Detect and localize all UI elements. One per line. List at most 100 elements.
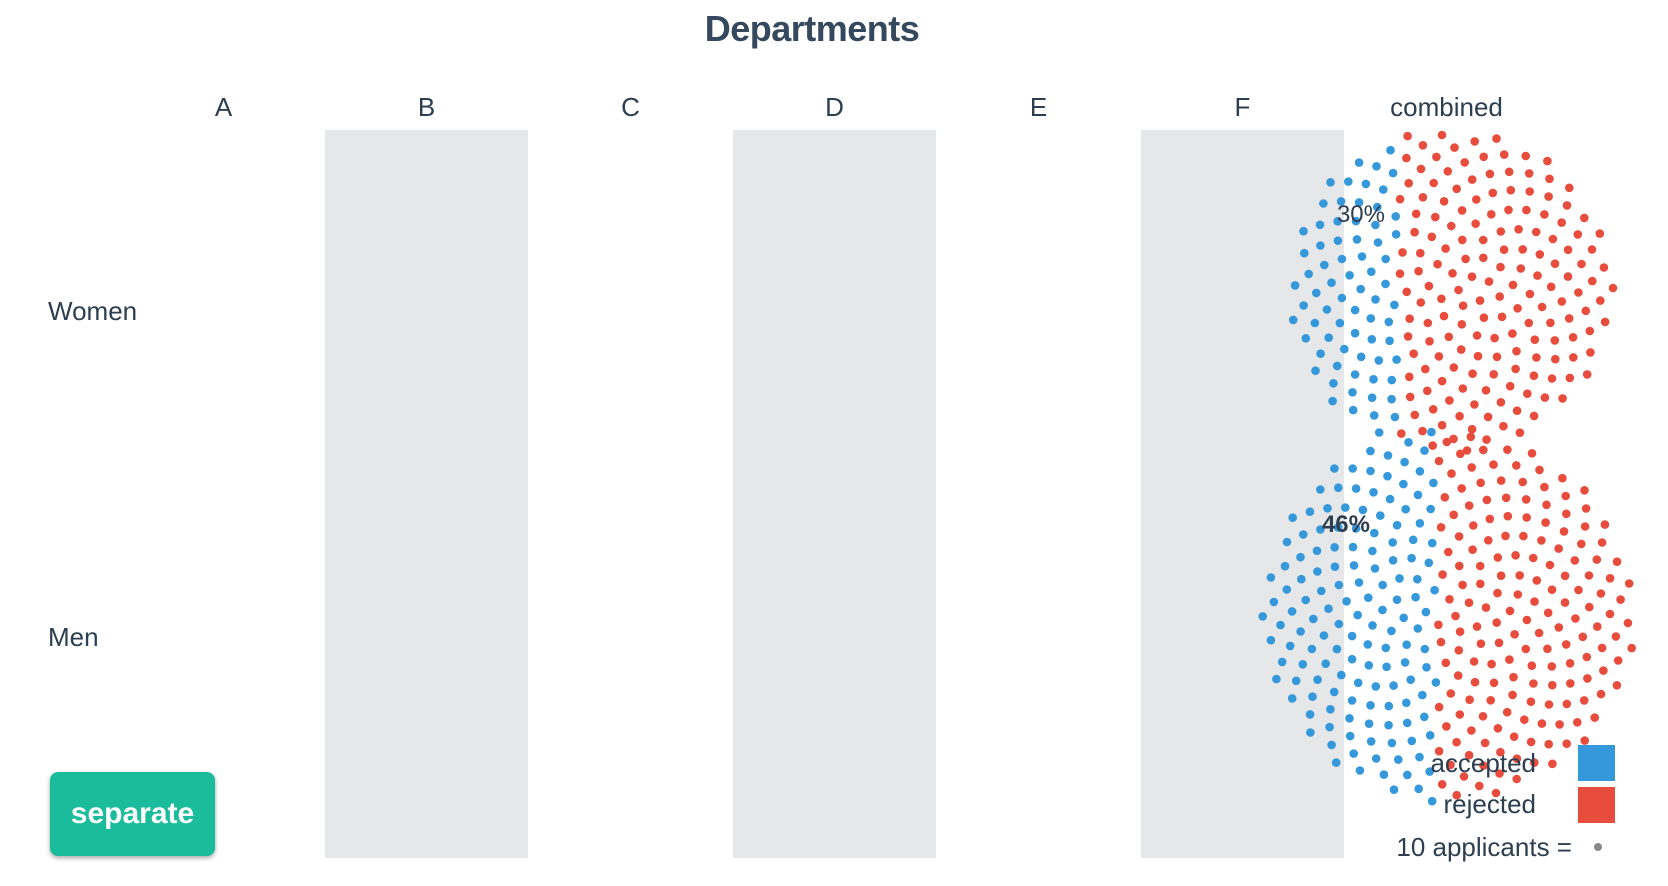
- women-accepted-dot: [1371, 295, 1380, 304]
- men-rejected-dot: [1469, 521, 1478, 530]
- men-accepted-dot: [1329, 687, 1339, 697]
- men-accepted-dot: [1369, 488, 1378, 497]
- women-rejected-dot: [1437, 130, 1447, 140]
- women-accepted-dot: [1337, 293, 1347, 303]
- men-rejected-dot: [1566, 679, 1575, 688]
- women-rejected-dot: [1405, 392, 1415, 402]
- men-accepted-dot: [1413, 624, 1423, 633]
- women-rejected-dot: [1547, 374, 1557, 383]
- men-accepted-dot: [1384, 720, 1393, 730]
- women-accepted-dot: [1350, 370, 1360, 379]
- women-rejected-dot: [1562, 201, 1572, 210]
- men-rejected-dot: [1479, 445, 1488, 455]
- men-rejected-dot: [1541, 518, 1550, 527]
- women-rejected-dot: [1563, 272, 1573, 281]
- women-rejected-dot: [1484, 277, 1494, 286]
- men-accepted-dot: [1330, 464, 1339, 473]
- men-accepted-dot: [1392, 520, 1402, 530]
- men-rejected-dot: [1526, 737, 1536, 747]
- men-accepted-dot: [1347, 654, 1357, 664]
- women-rejected-dot: [1588, 276, 1597, 286]
- women-rejected-dot: [1421, 364, 1430, 374]
- men-accepted-dot: [1306, 728, 1315, 737]
- men-accepted-dot: [1382, 662, 1391, 672]
- women-rejected-dot: [1449, 363, 1459, 372]
- men-accepted-dot: [1415, 752, 1424, 762]
- men-accepted-dot: [1363, 640, 1373, 649]
- women-rejected-dot: [1512, 346, 1521, 356]
- men-accepted-dot: [1321, 659, 1330, 668]
- women-accepted-dot: [1391, 230, 1401, 239]
- women-rejected-dot: [1496, 227, 1506, 236]
- men-rejected-dot: [1501, 493, 1511, 503]
- women-rejected-dot: [1395, 269, 1405, 279]
- men-accepted-dot: [1324, 604, 1333, 613]
- men-rejected-dot: [1580, 486, 1589, 495]
- men-rejected-dot: [1453, 671, 1463, 680]
- men-accepted-dot: [1276, 620, 1285, 630]
- women-rejected-dot: [1497, 312, 1507, 322]
- women-rejected-dot: [1514, 225, 1523, 234]
- men-accepted-dot: [1288, 513, 1297, 522]
- men-rejected-dot: [1519, 531, 1528, 541]
- men-accepted-dot: [1337, 670, 1346, 680]
- women-rejected-dot: [1540, 210, 1549, 219]
- men-accepted-dot: [1316, 485, 1325, 494]
- men-rejected-dot: [1485, 514, 1495, 524]
- men-accepted-dot: [1427, 427, 1436, 437]
- women-rejected-dot: [1457, 320, 1467, 329]
- men-accepted-dot: [1407, 553, 1416, 563]
- women-rejected-dot: [1531, 227, 1541, 237]
- men-accepted-dot: [1313, 567, 1322, 576]
- men-accepted-dot: [1347, 696, 1357, 705]
- women-rejected-dot: [1518, 245, 1527, 254]
- men-accepted-dot: [1415, 467, 1425, 476]
- men-rejected-dot: [1600, 520, 1610, 529]
- men-rejected-dot: [1512, 774, 1521, 784]
- men-rejected-dot: [1548, 680, 1557, 690]
- women-accepted-dot: [1390, 300, 1399, 310]
- women-rejected-dot: [1423, 318, 1433, 328]
- women-rejected-dot: [1515, 428, 1525, 438]
- men-accepted-dot: [1323, 504, 1332, 513]
- men-rejected-dot: [1560, 598, 1570, 607]
- men-accepted-dot: [1425, 767, 1434, 776]
- women-rejected-dot: [1530, 335, 1540, 345]
- men-rejected-dot: [1543, 608, 1553, 618]
- women-rejected-dot: [1437, 376, 1447, 386]
- women-accepted-dot: [1335, 318, 1345, 328]
- women-accepted-dot: [1374, 356, 1384, 365]
- men-accepted-dot: [1305, 710, 1315, 719]
- women-accepted-dot: [1351, 216, 1361, 226]
- men-accepted-dot: [1316, 525, 1325, 534]
- men-rejected-dot: [1493, 724, 1503, 733]
- men-accepted-dot: [1383, 471, 1392, 481]
- women-rejected-dot: [1543, 156, 1552, 166]
- men-rejected-dot: [1505, 606, 1515, 616]
- women-rejected-dot: [1523, 389, 1532, 399]
- men-accepted-dot: [1384, 701, 1394, 711]
- women-rejected-dot: [1545, 174, 1554, 184]
- men-accepted-dot: [1428, 538, 1437, 548]
- men-accepted-dot: [1426, 504, 1435, 514]
- men-rejected-dot: [1580, 522, 1590, 531]
- column-label-f: F: [1234, 92, 1251, 122]
- women-rejected-dot: [1447, 221, 1456, 231]
- women-accepted-dot: [1372, 162, 1381, 171]
- men-rejected-dot: [1570, 556, 1580, 565]
- women-rejected-dot: [1488, 188, 1498, 198]
- separate-button[interactable]: separate: [50, 772, 215, 856]
- men-accepted-dot: [1404, 438, 1413, 447]
- men-accepted-dot: [1408, 535, 1418, 545]
- men-rejected-dot: [1535, 465, 1544, 475]
- women-rejected-dot: [1424, 281, 1434, 291]
- men-accepted-dot: [1272, 674, 1281, 684]
- men-rejected-dot: [1491, 788, 1501, 798]
- men-rejected-dot: [1537, 719, 1547, 728]
- men-rejected-dot: [1495, 769, 1504, 778]
- men-rejected-dot: [1467, 726, 1476, 735]
- legend-label-rejected: rejected: [1443, 789, 1537, 819]
- women-rejected-dot: [1496, 262, 1505, 272]
- men-rejected-dot: [1479, 761, 1488, 770]
